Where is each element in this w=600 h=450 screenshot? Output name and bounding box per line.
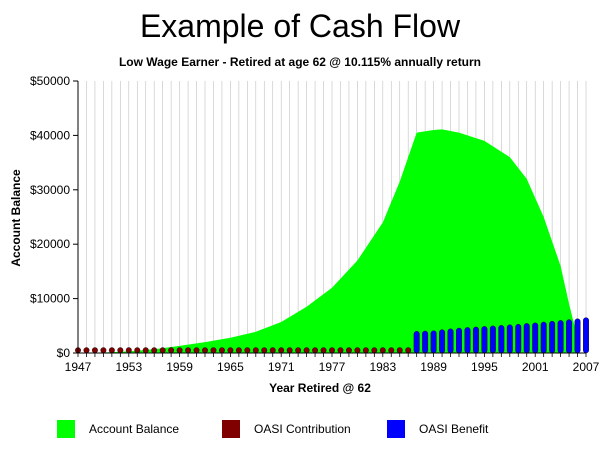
- bar-oasi-benefit: [566, 319, 573, 354]
- bar-oasi-contribution: [83, 347, 90, 354]
- bar-oasi-contribution: [388, 347, 395, 354]
- bar-oasi-benefit: [456, 327, 462, 354]
- bar-oasi-benefit: [498, 325, 505, 354]
- bar-oasi-benefit: [506, 324, 513, 354]
- area-account-balance: [78, 129, 578, 353]
- bar-oasi-contribution: [362, 347, 369, 354]
- bar-oasi-contribution: [210, 347, 217, 354]
- bar-oasi-contribution: [100, 347, 107, 354]
- bar-oasi-benefit: [532, 322, 539, 354]
- bar-oasi-contribution: [329, 347, 335, 354]
- bar-oasi-benefit: [422, 330, 429, 354]
- bar-oasi-benefit: [549, 320, 556, 354]
- x-tick-label: 1959: [166, 360, 193, 374]
- legend-label-oasi-benefit: OASI Benefit: [419, 422, 489, 436]
- legend-swatch-account-balance: [57, 420, 75, 438]
- bar-oasi-contribution: [108, 347, 115, 354]
- bar-oasi-contribution: [354, 347, 361, 354]
- bar-oasi-contribution: [286, 347, 293, 354]
- bar-oasi-benefit: [430, 330, 437, 354]
- bar-oasi-contribution: [227, 347, 234, 354]
- bar-oasi-contribution: [261, 347, 268, 354]
- bar-oasi-contribution: [168, 347, 175, 354]
- bar-oasi-contribution: [320, 347, 327, 354]
- bar-oasi-contribution: [117, 347, 124, 354]
- x-axis-title: Year Retired @ 62: [269, 381, 371, 395]
- bar-oasi-contribution: [396, 347, 403, 354]
- x-tick-label: 1947: [65, 360, 92, 374]
- x-tick-label: 1977: [319, 360, 346, 374]
- bar-oasi-benefit: [413, 331, 420, 354]
- legend-label-oasi-contribution: OASI Contribution: [254, 422, 351, 436]
- x-tick-label: 2001: [522, 360, 549, 374]
- bar-oasi-contribution: [185, 347, 192, 354]
- bar-oasi-contribution: [337, 347, 344, 354]
- bar-oasi-benefit: [481, 326, 488, 354]
- chart-subtitle: Low Wage Earner - Retired at age 62 @ 10…: [118, 55, 482, 69]
- bar-oasi-contribution: [159, 347, 166, 354]
- bar-oasi-contribution: [295, 347, 302, 354]
- y-tick-label: $40000: [30, 128, 70, 142]
- x-tick-label: 1989: [420, 360, 447, 374]
- bar-oasi-contribution: [345, 347, 352, 354]
- bar-oasi-benefit: [583, 317, 589, 354]
- bar-oasi-benefit: [540, 321, 547, 354]
- bar-oasi-benefit: [574, 318, 581, 354]
- bar-oasi-contribution: [269, 347, 276, 354]
- x-tick-label: 2007: [573, 360, 600, 374]
- bar-oasi-contribution: [134, 347, 141, 354]
- bar-oasi-benefit: [472, 326, 479, 354]
- legend-label-account-balance: Account Balance: [89, 422, 180, 436]
- bar-oasi-contribution: [235, 347, 242, 354]
- y-tick-label: $20000: [30, 237, 70, 251]
- bar-oasi-benefit: [489, 325, 496, 354]
- bar-oasi-contribution: [176, 347, 183, 354]
- bar-oasi-benefit: [515, 323, 522, 354]
- y-tick-label: $30000: [30, 183, 70, 197]
- bar-oasi-contribution: [371, 347, 378, 354]
- bar-oasi-benefit: [447, 328, 454, 354]
- x-tick-label: 1971: [268, 360, 295, 374]
- bar-oasi-contribution: [252, 347, 259, 354]
- x-tick-label: 1965: [217, 360, 244, 374]
- x-tick-label: 1953: [115, 360, 142, 374]
- legend-item-oasi-benefit: OASI Benefit: [387, 419, 488, 439]
- y-tick-label: $10000: [30, 292, 70, 306]
- bar-oasi-contribution: [244, 347, 251, 354]
- bar-oasi-benefit: [464, 327, 471, 354]
- bar-oasi-contribution: [312, 347, 319, 354]
- y-tick-label: $50000: [30, 74, 70, 88]
- bar-oasi-contribution: [202, 347, 208, 354]
- x-tick-label: 1995: [471, 360, 498, 374]
- x-tick-label: 1983: [369, 360, 396, 374]
- bar-oasi-contribution: [142, 347, 149, 354]
- bar-oasi-contribution: [303, 347, 310, 354]
- bar-oasi-contribution: [218, 347, 225, 354]
- bar-oasi-benefit: [523, 323, 530, 354]
- bar-oasi-contribution: [193, 347, 200, 354]
- legend-swatch-oasi-benefit: [387, 420, 405, 438]
- bar-oasi-benefit: [439, 329, 446, 354]
- legend-item-account-balance: Account Balance: [57, 419, 179, 439]
- bar-oasi-contribution: [125, 347, 132, 354]
- bar-oasi-contribution: [91, 347, 98, 354]
- legend-item-oasi-contribution: OASI Contribution: [222, 419, 351, 439]
- bar-oasi-contribution: [405, 347, 412, 354]
- legend-swatch-oasi-contribution: [222, 420, 240, 438]
- bar-oasi-contribution: [379, 347, 386, 354]
- y-tick-label: $0: [57, 346, 71, 360]
- bar-oasi-contribution: [151, 347, 158, 354]
- bar-oasi-benefit: [557, 320, 564, 354]
- bar-oasi-contribution: [278, 347, 285, 354]
- chart-title: Example of Cash Flow: [139, 8, 461, 44]
- y-axis-title: Account Balance: [9, 169, 23, 267]
